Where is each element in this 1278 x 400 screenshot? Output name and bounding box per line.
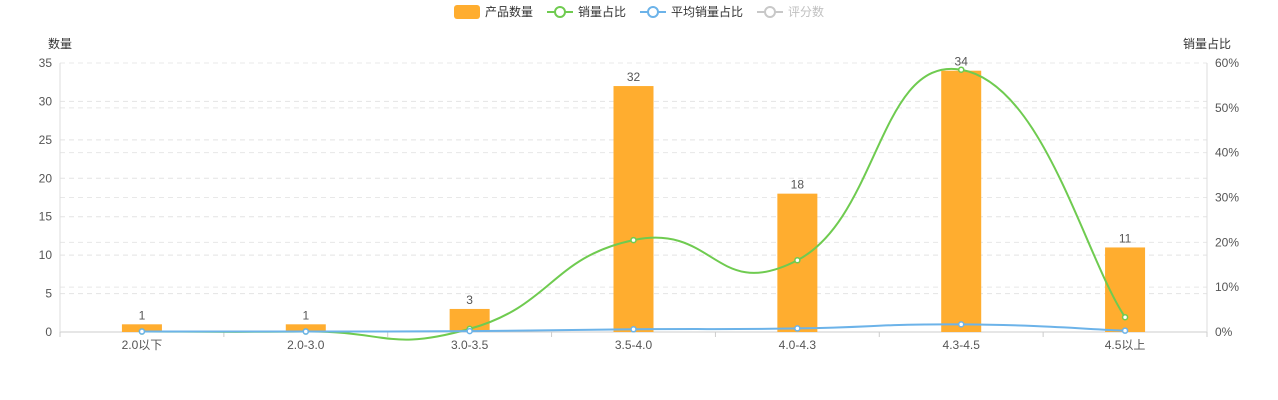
point-avg-sales-share — [630, 326, 637, 333]
bar-data-label: 32 — [627, 70, 641, 84]
right-axis-tick-label: 40% — [1215, 146, 1239, 160]
x-axis-tick-label: 3.0-3.5 — [451, 338, 489, 352]
legend-label-product-count: 产品数量 — [484, 5, 533, 19]
legend-item-rating-count[interactable]: 评分数 — [757, 3, 824, 20]
x-axis-tick-label: 4.5以上 — [1105, 338, 1146, 352]
right-axis-tick-label: 60% — [1215, 56, 1239, 70]
point-avg-sales-share — [302, 328, 310, 335]
bar-product-count — [121, 324, 162, 332]
legend-swatch-avg-sales-share — [640, 5, 666, 19]
point-avg-sales-share — [957, 321, 965, 328]
left-axis-tick-label: 25 — [39, 133, 53, 147]
bar-data-label: 1 — [302, 308, 309, 322]
chart-legend: 产品数量 销量占比 平均销量占比 评分数 — [0, 3, 1278, 20]
bar-product-count — [285, 324, 326, 332]
left-axis-tick-label: 5 — [45, 287, 52, 301]
bar-product-count — [941, 70, 982, 332]
point-avg-sales-share — [1121, 327, 1129, 334]
left-axis-tick-label: 15 — [39, 210, 53, 224]
left-axis-tick-label: 35 — [39, 56, 53, 70]
point-sales-share — [957, 66, 965, 73]
point-sales-share — [794, 257, 801, 264]
x-axis-tick-label: 4.3-4.5 — [943, 338, 981, 352]
right-axis-tick-label: 30% — [1215, 191, 1239, 205]
left-axis-tick-label: 20 — [39, 171, 53, 185]
point-avg-sales-share — [466, 327, 473, 335]
point-sales-share — [1121, 313, 1129, 321]
right-axis-tick-label: 10% — [1215, 280, 1239, 294]
legend-item-product-count[interactable]: 产品数量 — [453, 3, 533, 20]
bar-data-label: 34 — [955, 55, 969, 69]
right-axis-tick-label: 20% — [1215, 235, 1239, 249]
legend-swatch-product-count — [453, 4, 480, 19]
x-axis-tick-label: 2.0以下 — [122, 338, 163, 352]
point-avg-sales-share — [138, 328, 146, 335]
left-axis-tick-label: 0 — [45, 325, 52, 339]
right-axis-title: 销量占比 — [1183, 37, 1232, 51]
point-avg-sales-share — [794, 325, 801, 332]
bar-data-label: 11 — [1119, 231, 1132, 245]
bar-data-label: 3 — [466, 293, 473, 307]
bar-data-label: 18 — [791, 178, 805, 192]
right-axis-tick-label: 0% — [1215, 325, 1233, 339]
legend-item-avg-sales-share[interactable]: 平均销量占比 — [640, 3, 743, 20]
right-axis-tick-label: 50% — [1215, 101, 1239, 115]
x-axis-tick-label: 3.5-4.0 — [615, 338, 653, 352]
left-axis-tick-label: 10 — [39, 248, 53, 262]
x-axis-tick-label: 4.0-4.3 — [779, 338, 817, 352]
point-sales-share — [630, 236, 637, 244]
left-axis-tick-label: 30 — [39, 94, 53, 108]
legend-item-sales-share[interactable]: 销量占比 — [546, 3, 626, 20]
bar-data-label: 1 — [139, 308, 146, 322]
legend-label-avg-sales-share: 平均销量占比 — [671, 5, 744, 19]
legend-swatch-sales-share — [546, 5, 573, 19]
legend-label-rating-count: 评分数 — [788, 5, 825, 19]
left-axis-title: 数量 — [48, 37, 73, 51]
bar-product-count — [613, 86, 654, 332]
legend-swatch-rating-count — [757, 5, 784, 19]
x-axis-tick-label: 2.0-3.0 — [287, 338, 325, 352]
legend-label-sales-share: 销量占比 — [577, 5, 626, 19]
